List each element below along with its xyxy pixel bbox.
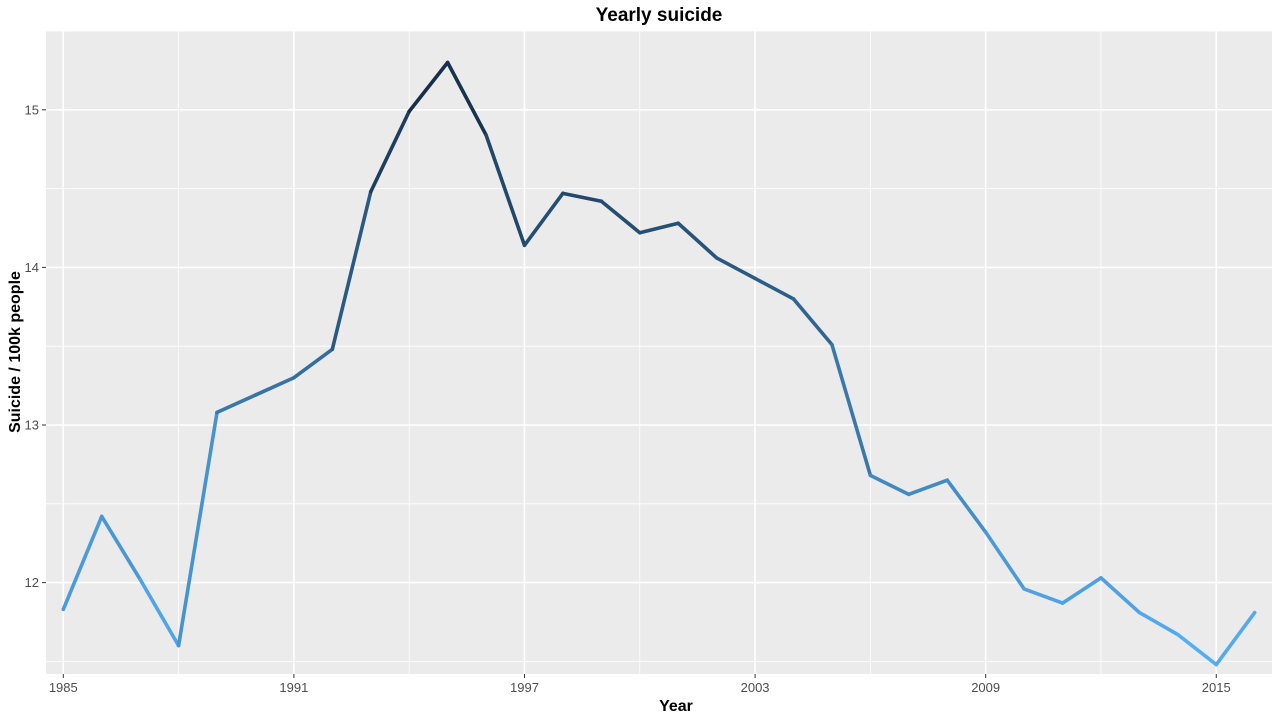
series-segment [330,189,373,352]
x-axis-ticks: 1985 1991 1997 2003 2009 2015 [49,674,1231,695]
chart-title: Yearly suicide [596,5,723,26]
major-gridlines [46,31,1272,674]
x-tick-label: 1997 [510,680,539,695]
series-segment [176,410,219,648]
x-tick-label: 2003 [741,680,770,695]
series-segment [1099,576,1142,615]
y-tick-label: 15 [25,102,39,117]
x-tick-label: 1985 [49,680,78,695]
series-segment [907,478,950,497]
series-segment [292,347,335,380]
series-segment [99,514,142,582]
series-segment [599,199,642,235]
series-segment [868,473,911,497]
series-segment [407,60,450,114]
x-tick-label: 2015 [1202,680,1231,695]
series-segment [215,393,258,415]
y-tick-label: 13 [25,417,39,432]
series-segment [138,577,181,648]
plot-panel [46,31,1272,674]
series-segment [637,221,681,235]
y-axis-ticks: 12 13 14 15 [25,102,46,590]
series-segment [484,133,527,248]
series-segment [945,478,988,534]
series-segment [1176,632,1219,667]
y-axis-title: Suicide / 100k people [7,271,24,433]
series-segment [1022,587,1065,605]
series-segment [253,375,296,397]
x-axis-title: Year [659,698,693,715]
series-segment [791,297,834,347]
series-segment [830,342,873,478]
series-segment [368,109,411,194]
minor-gridlines [46,30,1272,674]
series-segment [1137,610,1180,637]
series-segment [753,276,796,301]
series-segment [61,514,104,612]
series-segment [983,530,1026,591]
series-segment [714,256,757,281]
series-segment [676,221,719,260]
series-segment [522,191,565,248]
series-segment [1214,610,1257,667]
y-tick-label: 14 [25,260,39,275]
series-line [61,60,1257,667]
x-tick-label: 1991 [279,680,308,695]
x-tick-label: 2009 [971,680,1000,695]
series-segment [1060,576,1103,605]
series-segment [445,60,488,137]
series-segment [561,191,604,204]
y-tick-label: 12 [25,575,39,590]
